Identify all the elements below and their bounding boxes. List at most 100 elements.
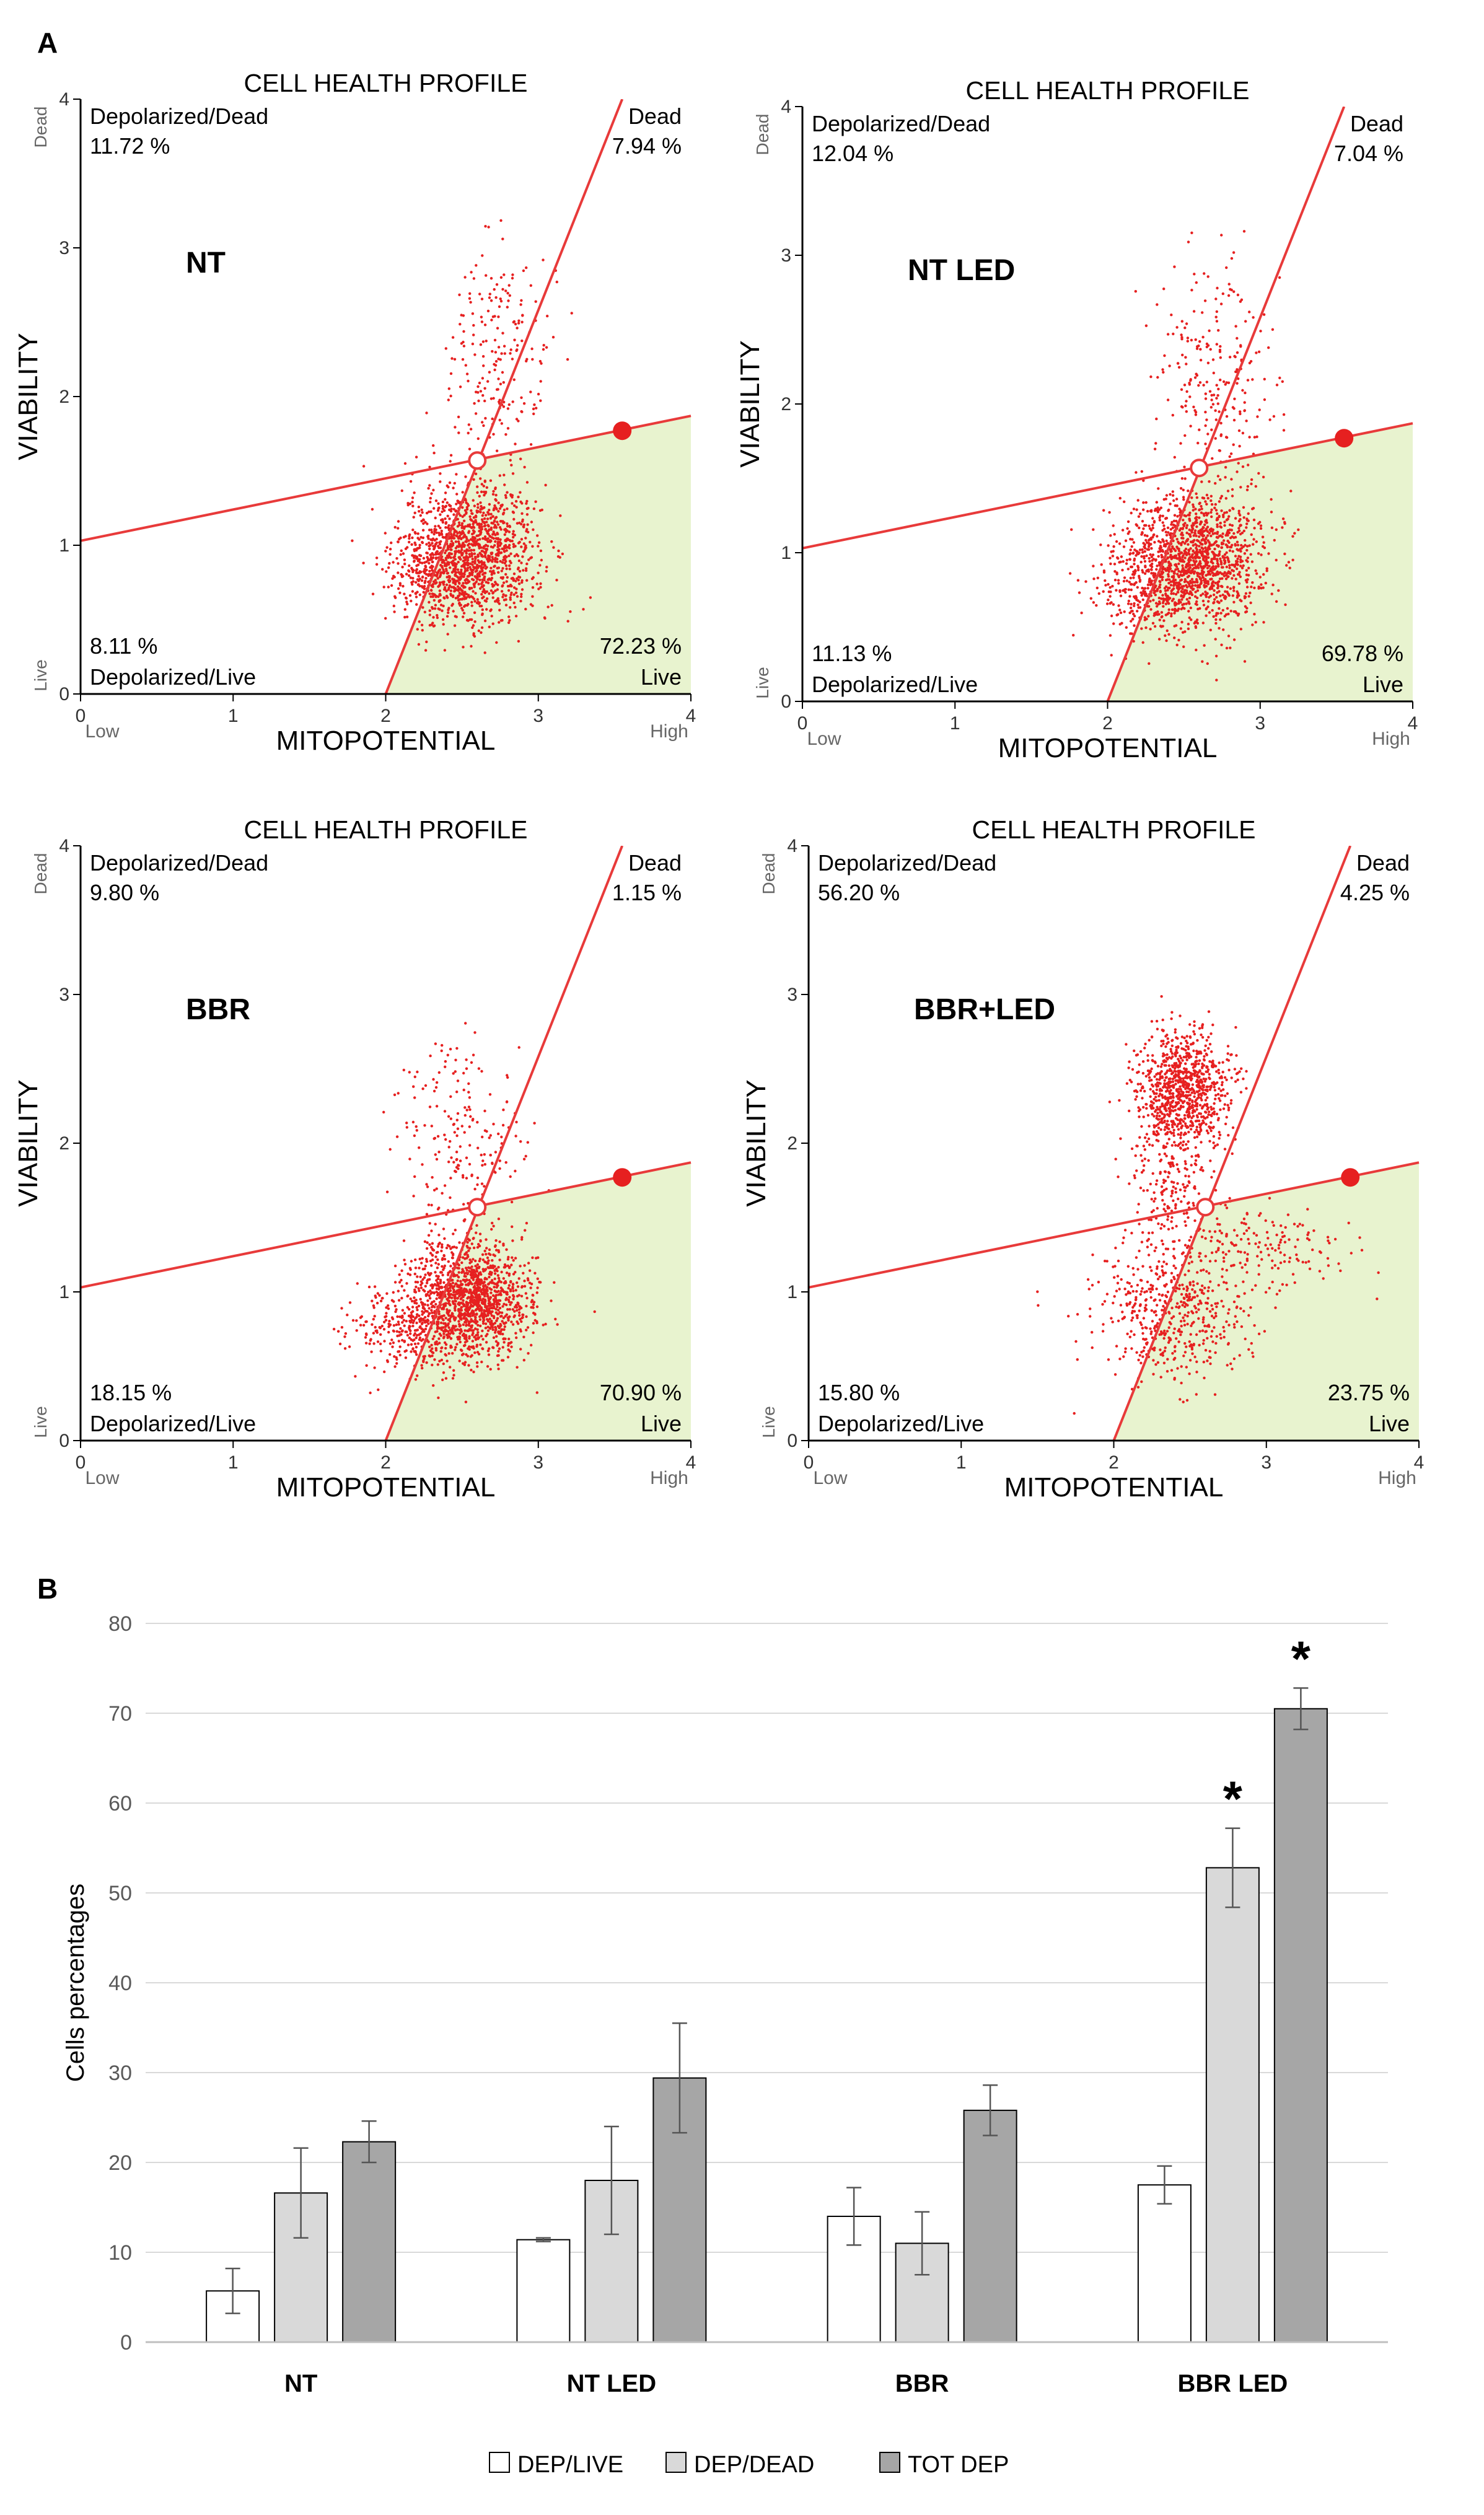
data-point (1246, 485, 1250, 488)
data-point (403, 608, 406, 611)
data-point (502, 381, 505, 384)
data-point (1216, 525, 1219, 529)
data-point (1180, 388, 1183, 391)
data-point (510, 1345, 513, 1348)
data-point (469, 538, 473, 541)
data-point (488, 292, 491, 296)
data-point (457, 571, 460, 574)
data-point (1155, 417, 1158, 421)
data-point (362, 465, 366, 468)
data-point (424, 520, 427, 524)
data-point (517, 1311, 521, 1314)
data-point (501, 331, 504, 335)
data-point (1214, 409, 1217, 412)
data-point (1205, 511, 1208, 515)
data-point (1122, 545, 1126, 548)
data-point (427, 1322, 430, 1325)
data-point (499, 1325, 502, 1328)
data-point (443, 1237, 446, 1240)
data-point (1156, 587, 1159, 590)
data-point (554, 1317, 557, 1321)
data-point (437, 502, 440, 505)
data-point (493, 338, 497, 342)
data-point (1157, 613, 1161, 616)
data-point (470, 1304, 473, 1308)
data-point (467, 1296, 470, 1299)
data-point (498, 1299, 502, 1302)
data-point (1179, 627, 1183, 630)
data-point (496, 1317, 499, 1320)
data-point (512, 1295, 516, 1298)
data-point (474, 1293, 477, 1296)
data-point (1171, 526, 1175, 529)
data-point (1196, 596, 1199, 600)
data-point (511, 1283, 515, 1286)
data-point (480, 530, 483, 534)
data-point (1220, 546, 1224, 549)
data-point (507, 1274, 511, 1277)
data-point (417, 574, 420, 578)
data-point (523, 1284, 527, 1288)
data-point (1167, 508, 1170, 512)
data-point (487, 577, 491, 581)
sample-label: NT (186, 247, 226, 279)
data-point (1205, 514, 1209, 517)
data-point (1208, 532, 1211, 535)
data-point (1130, 588, 1133, 592)
data-point (1149, 608, 1153, 611)
data-point (423, 610, 426, 613)
data-point (1223, 520, 1226, 524)
data-point (1142, 501, 1145, 504)
data-point (1227, 634, 1231, 638)
data-point (507, 621, 511, 625)
data-point (397, 1320, 400, 1323)
data-point (410, 581, 413, 584)
data-point (397, 562, 400, 565)
data-point (1177, 599, 1181, 602)
data-point (1129, 548, 1132, 551)
data-point (505, 549, 508, 552)
data-point (1180, 620, 1183, 624)
data-point (503, 352, 506, 355)
data-point (1214, 581, 1217, 585)
data-point (401, 1309, 405, 1312)
gate-line-horizontal (80, 415, 692, 542)
data-point (446, 1310, 449, 1314)
data-point (517, 1322, 520, 1325)
data-point (456, 1285, 459, 1288)
data-point (1216, 561, 1219, 565)
data-point (422, 522, 425, 525)
data-point (1267, 346, 1270, 349)
data-point (1182, 554, 1185, 557)
data-point (499, 358, 502, 361)
data-point (506, 1293, 509, 1296)
data-point (403, 615, 406, 619)
data-point (1262, 621, 1265, 624)
data-point (1196, 607, 1200, 611)
data-point (1265, 567, 1268, 570)
data-point (1177, 562, 1180, 566)
data-point (1092, 564, 1095, 568)
data-point (1185, 531, 1188, 535)
data-point (1130, 545, 1133, 548)
data-point (493, 362, 496, 366)
data-point (1214, 540, 1218, 543)
data-point (1166, 526, 1170, 529)
data-point (476, 491, 479, 494)
data-point (457, 431, 460, 434)
data-point (1223, 571, 1226, 575)
data-point (523, 465, 526, 469)
data-point (371, 592, 375, 595)
data-point (491, 515, 494, 518)
data-point (506, 576, 509, 579)
data-point (1196, 556, 1199, 559)
data-point (481, 254, 484, 257)
data-point (1173, 612, 1176, 615)
data-point (480, 1360, 483, 1364)
data-point (1130, 602, 1133, 606)
data-point (490, 1288, 493, 1291)
data-point (1146, 583, 1150, 586)
data-point (442, 583, 446, 586)
data-point (425, 511, 429, 515)
data-point (433, 530, 436, 533)
